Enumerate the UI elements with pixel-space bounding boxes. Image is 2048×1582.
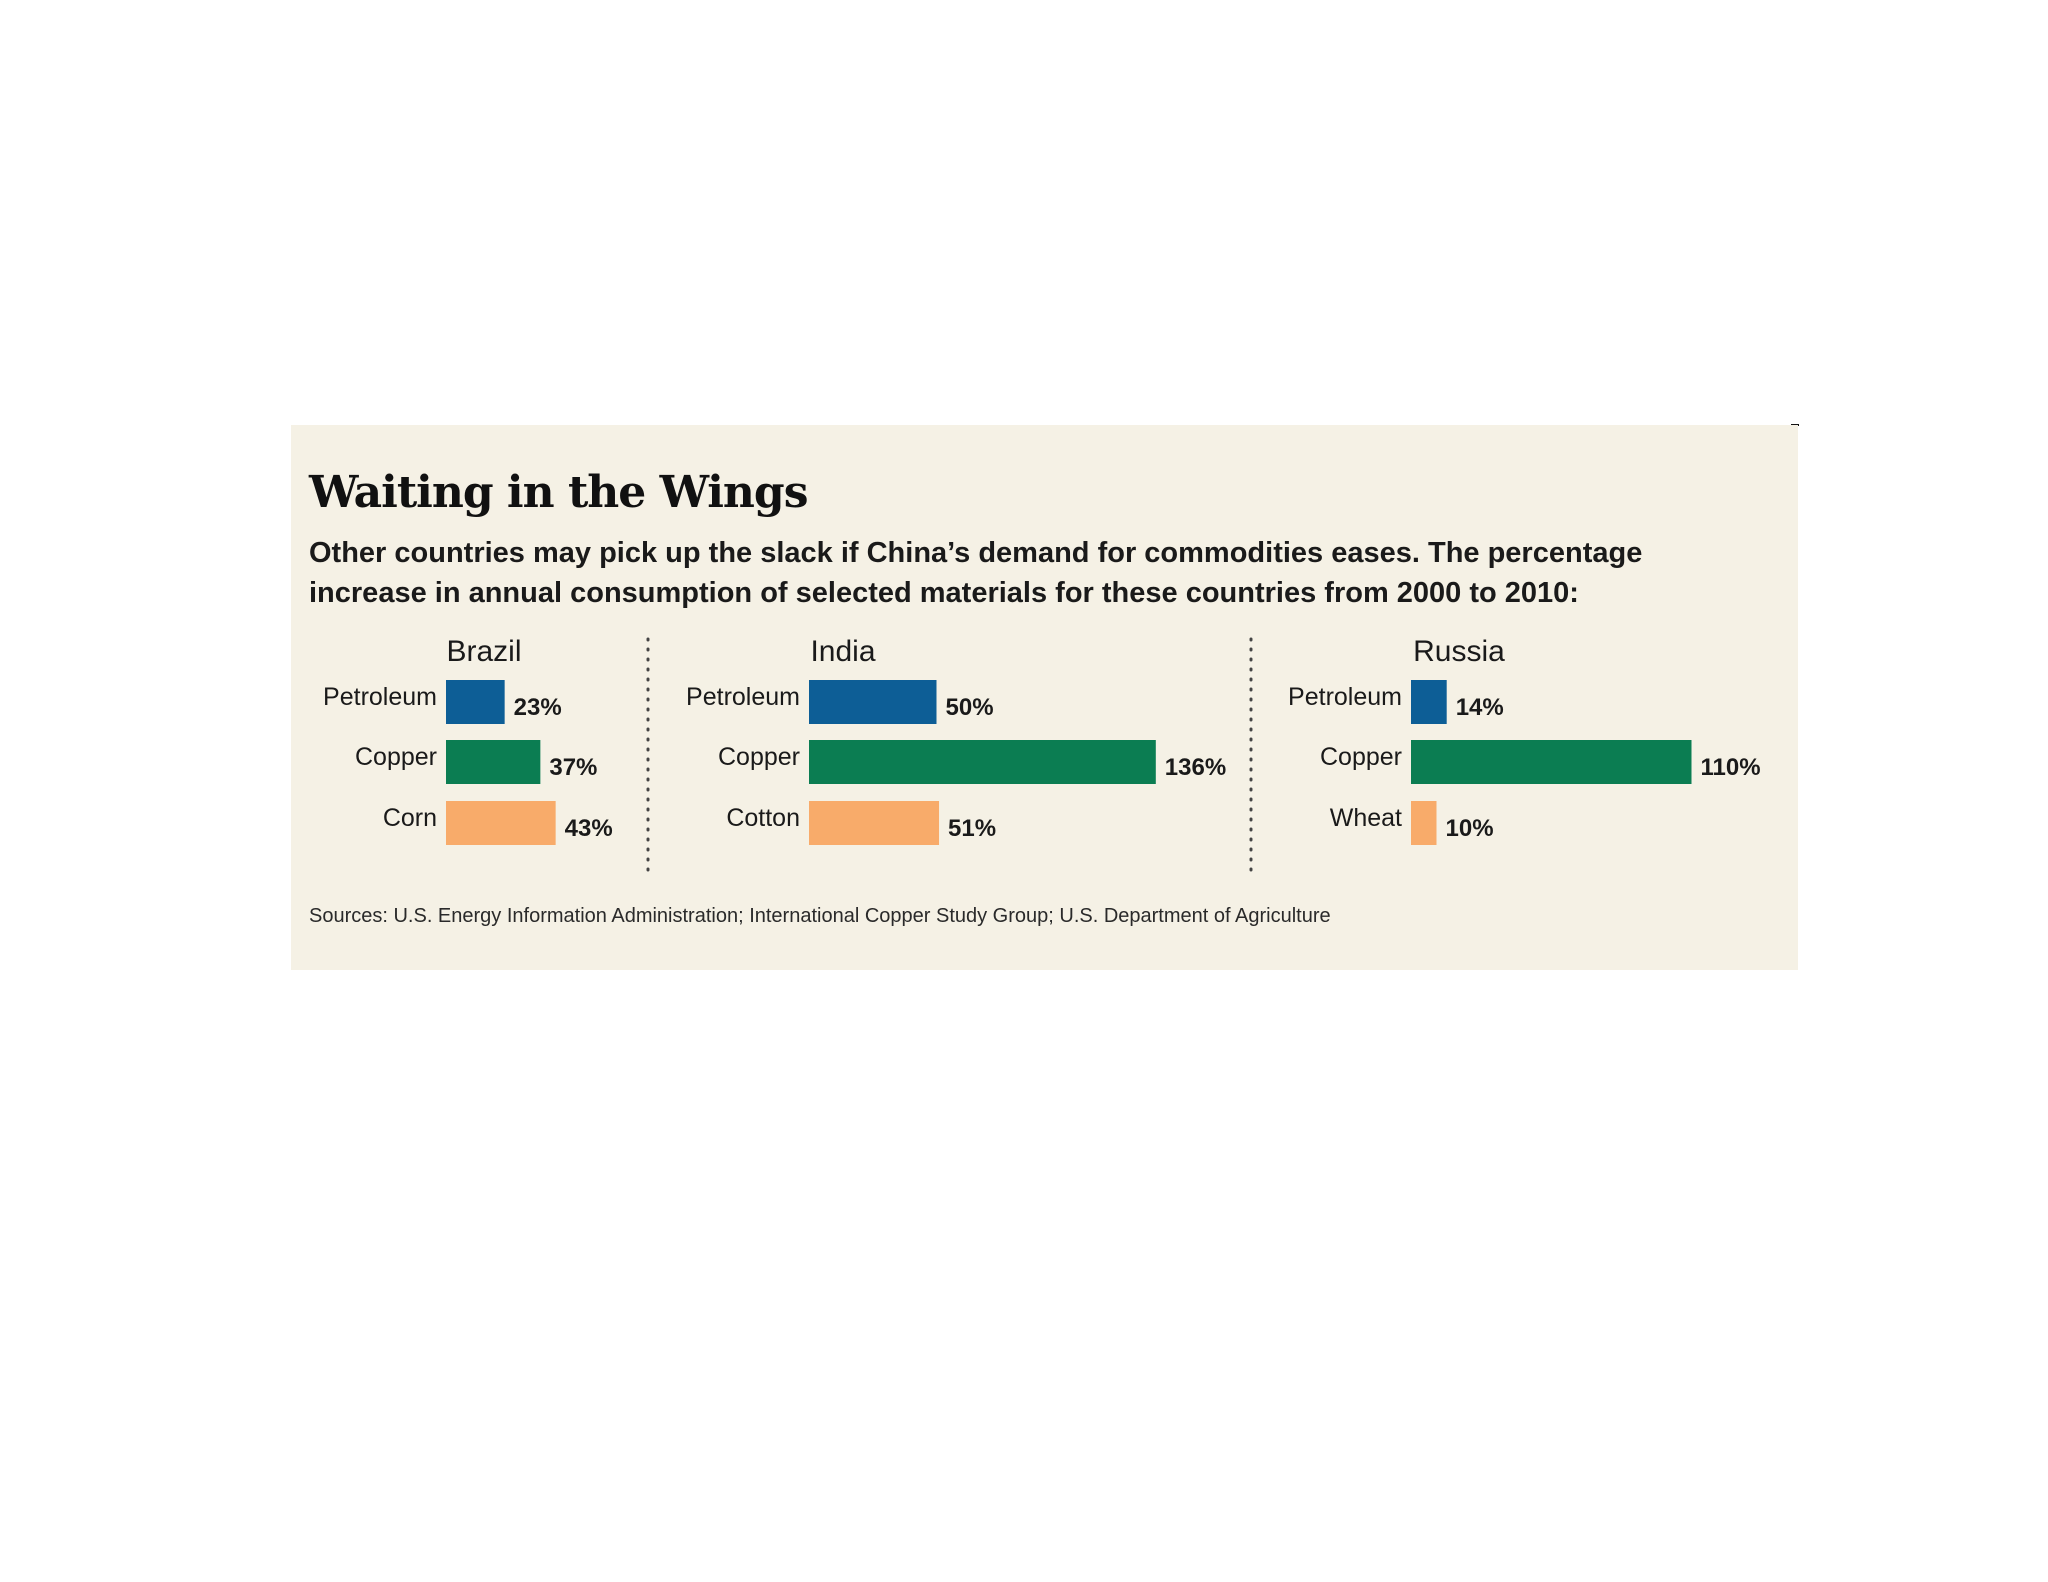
- value-label-brazil-copper: 37%: [549, 754, 597, 781]
- infographic-panel: Waiting in the Wings Other countries may…: [291, 425, 1798, 970]
- bar-brazil-petroleum: [446, 680, 505, 724]
- value-label-india-copper: 136%: [1165, 754, 1226, 781]
- chart-title: Waiting in the Wings: [309, 467, 808, 518]
- category-label-india-cotton: Cotton: [726, 804, 800, 832]
- value-label-brazil-corn: 43%: [565, 815, 613, 842]
- bar-brazil-corn: [446, 801, 556, 845]
- bar-russia-petroleum: [1411, 680, 1447, 724]
- panel-title-india: India: [810, 635, 875, 668]
- bar-russia-copper: [1411, 740, 1692, 784]
- category-label-india-petroleum: Petroleum: [686, 683, 800, 711]
- panel-title-brazil: Brazil: [446, 635, 521, 668]
- bar-charts: Brazil Petroleum 23% Copper 37% Corn 43% India P…: [323, 635, 1761, 875]
- value-label-russia-wheat: 10%: [1446, 815, 1494, 842]
- category-label-brazil-petroleum: Petroleum: [323, 683, 437, 711]
- category-label-india-copper: Copper: [718, 743, 800, 771]
- category-label-brazil-copper: Copper: [355, 743, 437, 771]
- category-label-brazil-corn: Corn: [383, 804, 437, 832]
- category-label-russia-wheat: Wheat: [1330, 804, 1402, 832]
- bar-india-copper: [809, 740, 1156, 784]
- source-note: Sources: U.S. Energy Information Adminis…: [309, 905, 1331, 927]
- bar-brazil-copper: [446, 740, 541, 784]
- value-label-india-petroleum: 50%: [946, 694, 994, 721]
- bar-india-petroleum: [809, 680, 937, 724]
- value-label-india-cotton: 51%: [948, 815, 996, 842]
- chart-subtitle: Other countries may pick up the slack if…: [309, 537, 1643, 609]
- panel-title-russia: Russia: [1413, 635, 1505, 668]
- bar-india-cotton: [809, 801, 940, 845]
- value-label-russia-copper: 110%: [1701, 754, 1761, 781]
- value-label-russia-petroleum: 14%: [1456, 694, 1504, 721]
- category-label-russia-petroleum: Petroleum: [1288, 683, 1402, 711]
- bar-russia-wheat: [1411, 801, 1437, 845]
- category-label-russia-copper: Copper: [1320, 743, 1402, 771]
- value-label-brazil-petroleum: 23%: [514, 694, 562, 721]
